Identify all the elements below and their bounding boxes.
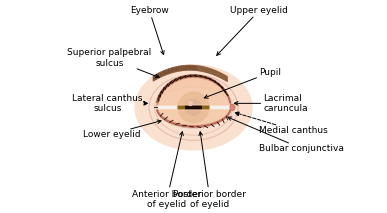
Text: Eyebrow: Eyebrow — [130, 6, 169, 55]
Text: Lateral canthus
sulcus: Lateral canthus sulcus — [72, 94, 147, 113]
Text: Medial canthus: Medial canthus — [235, 112, 328, 135]
Ellipse shape — [134, 64, 253, 151]
Ellipse shape — [156, 87, 231, 128]
Text: Upper eyelid: Upper eyelid — [217, 6, 288, 55]
Circle shape — [178, 92, 209, 123]
Text: Pupil: Pupil — [204, 68, 281, 98]
Ellipse shape — [230, 104, 235, 111]
Text: Lower eyelid: Lower eyelid — [82, 120, 161, 139]
Text: Posterior border
of eyelid: Posterior border of eyelid — [173, 132, 247, 209]
Circle shape — [188, 102, 192, 105]
Text: Superior palpebral
sulcus: Superior palpebral sulcus — [67, 49, 159, 78]
Text: Lacrimal
caruncula: Lacrimal caruncula — [234, 94, 308, 113]
Text: Bulbar conjunctiva: Bulbar conjunctiva — [228, 117, 344, 153]
Circle shape — [186, 100, 201, 115]
Text: Anterior border
of eyelid: Anterior border of eyelid — [132, 132, 202, 209]
